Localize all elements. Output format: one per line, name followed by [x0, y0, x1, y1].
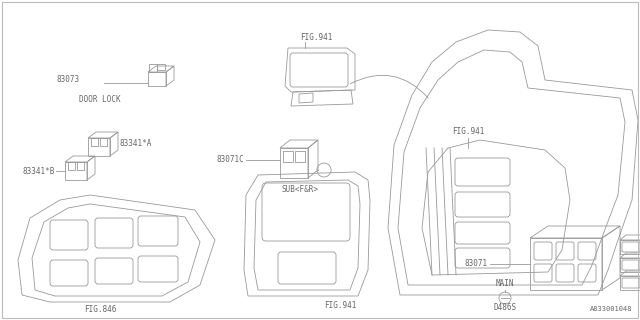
Text: 83341*B: 83341*B	[22, 166, 55, 175]
Text: 83073: 83073	[57, 76, 80, 84]
Text: 83071: 83071	[465, 260, 488, 268]
Text: FIG.941: FIG.941	[452, 127, 484, 137]
Text: MAIN: MAIN	[496, 278, 515, 287]
Text: FIG.941: FIG.941	[300, 34, 332, 43]
FancyArrowPatch shape	[351, 75, 428, 98]
Text: 83071C: 83071C	[216, 156, 244, 164]
Text: FIG.941: FIG.941	[324, 300, 356, 309]
Text: SUB<F&R>: SUB<F&R>	[282, 186, 319, 195]
Text: FIG.846: FIG.846	[84, 306, 116, 315]
Text: DOOR LOCK: DOOR LOCK	[79, 95, 121, 105]
Text: A833001048: A833001048	[589, 306, 632, 312]
Text: D486S: D486S	[493, 303, 516, 313]
Text: 83341*A: 83341*A	[120, 140, 152, 148]
